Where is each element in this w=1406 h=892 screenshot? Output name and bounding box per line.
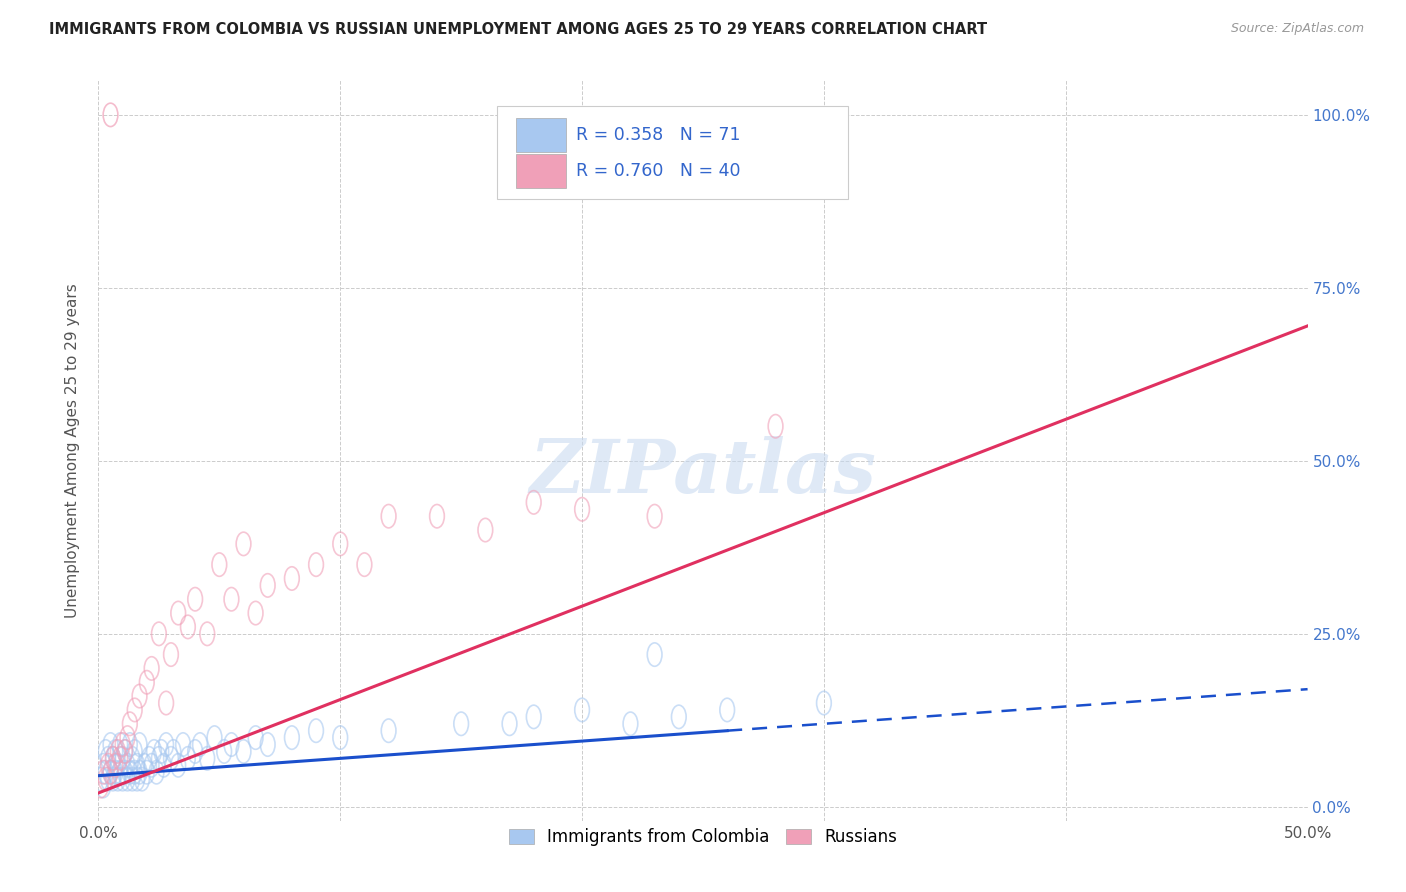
Text: Source: ZipAtlas.com: Source: ZipAtlas.com <box>1230 22 1364 36</box>
Text: R = 0.358   N = 71: R = 0.358 N = 71 <box>576 126 741 145</box>
FancyBboxPatch shape <box>516 153 567 187</box>
Text: R = 0.760   N = 40: R = 0.760 N = 40 <box>576 161 741 179</box>
Text: IMMIGRANTS FROM COLOMBIA VS RUSSIAN UNEMPLOYMENT AMONG AGES 25 TO 29 YEARS CORRE: IMMIGRANTS FROM COLOMBIA VS RUSSIAN UNEM… <box>49 22 987 37</box>
Text: ZIPatlas: ZIPatlas <box>530 436 876 509</box>
FancyBboxPatch shape <box>498 106 848 199</box>
Y-axis label: Unemployment Among Ages 25 to 29 years: Unemployment Among Ages 25 to 29 years <box>65 283 80 618</box>
Legend: Immigrants from Colombia, Russians: Immigrants from Colombia, Russians <box>502 822 904 853</box>
FancyBboxPatch shape <box>516 118 567 153</box>
